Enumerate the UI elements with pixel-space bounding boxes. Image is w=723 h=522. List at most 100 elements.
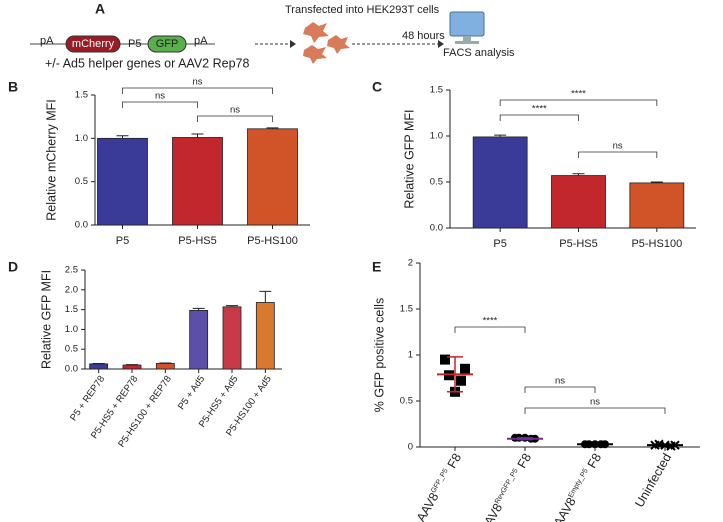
panel-label: D [8, 259, 18, 275]
y-tick-label: 2.0 [65, 284, 78, 295]
significance-bracket [499, 114, 579, 121]
y-tick-label: 0.0 [65, 364, 78, 375]
readout-label: FACS analysis [443, 47, 515, 59]
monitor-screen [449, 11, 485, 37]
x-tick-label: AAV8RevGFP_P5F8 [478, 451, 535, 522]
error-bar [494, 134, 507, 137]
y-tick-label: 0.0 [430, 223, 443, 234]
significance-label: ns [590, 397, 600, 408]
y-axis-title: % GFP positive cells [372, 298, 386, 412]
x-tick-label: P5-HS100 [631, 238, 682, 250]
monitor-stand [463, 36, 471, 41]
label-sup: Empty_P5 [568, 468, 590, 500]
bar [551, 175, 606, 229]
bar [97, 137, 148, 226]
gfp-box [147, 35, 187, 53]
panel-a: A pA mCherry P5 GFP pA +/- Ad5 helper ge… [30, 1, 515, 70]
time-label: 48 hours [402, 30, 445, 42]
significance-bracket [122, 87, 273, 94]
bar [255, 302, 275, 370]
significance-bracket [524, 407, 666, 414]
sd-bar [517, 437, 533, 441]
sd-bar [447, 356, 463, 393]
point [456, 375, 466, 386]
y-axis-title: Relative GFP MFI [39, 270, 53, 369]
y-tick-label: 1.0 [75, 133, 88, 144]
significance-bracket [578, 151, 658, 158]
y-tick-label: 0 [408, 442, 413, 453]
x-tick-label: P5-HS5 [559, 238, 598, 250]
label-suffix: F8 [445, 451, 464, 471]
y-tick-label: 0.5 [75, 176, 88, 187]
point [460, 363, 470, 374]
significance-label: **** [571, 89, 586, 100]
y-axis-title: Relative mCherry MFI [44, 99, 58, 221]
bar [189, 309, 209, 370]
y-tick-label: 1.5 [65, 304, 78, 315]
pa-left: pA [40, 35, 54, 47]
gfp-label: GFP [156, 38, 179, 50]
bar [172, 137, 223, 226]
x-tick-label: P5 + Ad5 [176, 374, 207, 412]
error-bar [191, 133, 204, 138]
significance-label: **** [532, 104, 547, 115]
y-tick-label: 1.5 [430, 85, 443, 96]
error-bar [116, 135, 129, 139]
panel-label: E [372, 259, 381, 275]
y-tick-label: 0.5 [65, 344, 78, 355]
panel-label: C [372, 79, 382, 95]
arrow-head [438, 40, 444, 48]
y-tick-label: 2.5 [65, 265, 78, 276]
label-suffix: F8 [515, 451, 534, 471]
bar [247, 128, 298, 226]
y-tick-label: 1.0 [65, 324, 78, 335]
x-tick-label: P5 [116, 235, 129, 247]
y-tick-label: 1.5 [75, 90, 88, 101]
bar [472, 136, 528, 229]
arrow-head [290, 40, 296, 48]
x-tick-label: P5-HS100 [247, 235, 298, 247]
x-tick-label: AAV8GFP_P5F8 [414, 451, 464, 522]
promoter-label: P5 [128, 38, 141, 50]
y-tick-label: 0.5 [400, 396, 413, 407]
significance-bracket [499, 99, 658, 106]
x-tick-label: P5 [493, 238, 506, 250]
pa-right: pA [194, 35, 208, 47]
significance-bracket [454, 326, 526, 333]
y-tick-label: 1.0 [430, 131, 443, 142]
y-tick-label: 1.5 [400, 304, 413, 315]
mcherry-box [65, 35, 121, 53]
label-sup: RevGFP_P5 [494, 468, 520, 506]
error-bar [226, 305, 238, 307]
error-bar [572, 173, 585, 176]
significance-bracket [524, 386, 596, 393]
y-tick-label: 2 [408, 258, 413, 269]
significance-label: ns [155, 91, 165, 102]
x-tick-label: P5-HS5 [178, 235, 217, 247]
label-base: Uninfected [632, 451, 674, 510]
bar [629, 182, 685, 229]
x-tick-label: AAV8Empty_P5F8 [551, 451, 604, 522]
sd-bar [587, 443, 603, 446]
y-tick-label: 1 [408, 350, 413, 361]
label-suffix: F8 [585, 451, 604, 471]
significance-bracket [197, 115, 273, 122]
y-axis-title: Relative GFP MFI [402, 109, 416, 208]
significance-label: ns [613, 141, 623, 152]
error-bar [192, 307, 205, 311]
error-bar [650, 181, 663, 183]
point [440, 354, 450, 365]
helper-note: +/- Ad5 helper genes or AAV2 Rep78 [45, 56, 249, 70]
label-base: AAV8 [478, 501, 506, 522]
sd-bar [657, 443, 673, 447]
error-bar [266, 127, 279, 129]
bar [222, 306, 242, 370]
bar [89, 363, 109, 370]
significance-label: ns [230, 105, 240, 116]
bar [122, 364, 142, 370]
bar [155, 363, 175, 370]
significance-label: **** [483, 316, 498, 327]
label-base: AAV8 [414, 490, 442, 522]
mcherry-label: mCherry [72, 38, 115, 50]
